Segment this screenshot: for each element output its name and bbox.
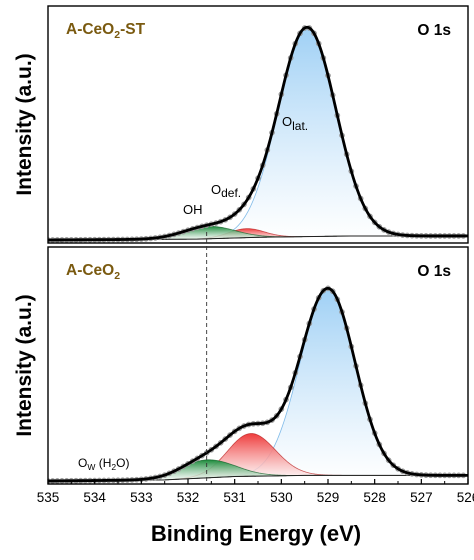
panel-a-ceo2: A-CeO2 O 1s Intensity (a.u.) OW (H2O): [13, 246, 469, 485]
envelope-line: [48, 286, 468, 483]
panel-title: A-CeO2: [66, 262, 120, 282]
peak-label-odef: Odef.: [211, 182, 241, 200]
x-tick-label: 535: [37, 490, 60, 505]
x-tick-label: 526: [457, 490, 474, 505]
x-tick-label: 531: [223, 490, 246, 505]
x-tick-label: 527: [410, 490, 433, 505]
y-axis-label: Intensity (a.u.): [13, 53, 36, 195]
plot-area: [48, 25, 468, 243]
x-tick-label: 530: [270, 490, 293, 505]
x-tick-label: 532: [177, 490, 200, 505]
x-tick-label: 529: [317, 490, 340, 505]
spectrum-label: O 1s: [417, 263, 451, 280]
x-tick-label: 534: [83, 490, 106, 505]
x-axis-label: Binding Energy (eV): [151, 521, 361, 546]
panel-frame: [47, 5, 469, 244]
peak-label-olat: Olat.: [282, 114, 308, 133]
y-axis-label: Intensity (a.u.): [13, 294, 36, 436]
x-tick-label: 533: [130, 490, 153, 505]
peak-label-oh: OH: [183, 202, 203, 217]
envelope-line: [48, 25, 468, 242]
x-tick-label: 528: [363, 490, 386, 505]
plot-area: [48, 285, 468, 484]
panel-a-ceo2-st: A-CeO2-ST O 1s Intensity (a.u.) Olat. Odef. O…: [13, 5, 469, 244]
shared-x-axis: 535 534 533 532 531 530 529 528 527 526 Binding En…: [37, 479, 474, 546]
peak-o-lat: [48, 26, 468, 241]
panel-title: A-CeO2-ST: [66, 21, 146, 41]
water-oxygen-label: OW (H2O): [78, 456, 129, 472]
spectrum-label: O 1s: [417, 22, 451, 39]
